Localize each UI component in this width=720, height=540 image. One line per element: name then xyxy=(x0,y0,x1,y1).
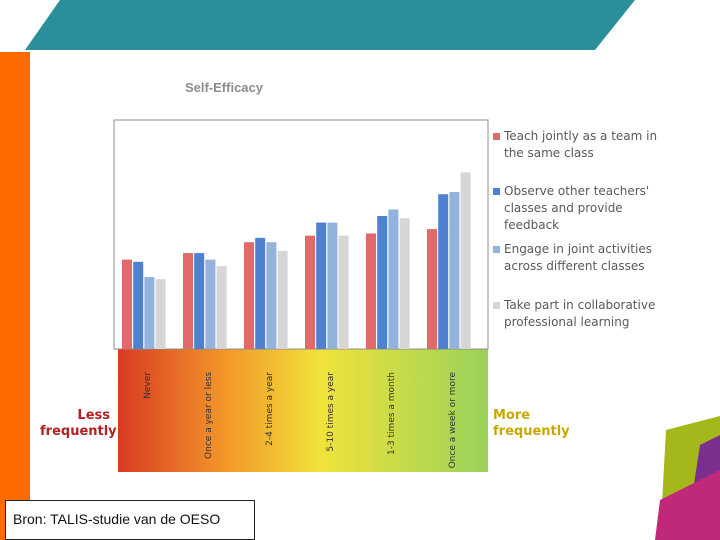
bar-4-4 xyxy=(338,235,349,349)
bar-1-6 xyxy=(427,229,437,349)
category-label-2: Once a year or less xyxy=(204,372,214,459)
legend-label: Observe other teachers' classes and prov… xyxy=(504,184,650,232)
legend-item-2: Observe other teachers' classes and prov… xyxy=(493,183,664,234)
bar-4-3 xyxy=(277,250,288,349)
bar-3-5 xyxy=(388,209,399,349)
bar-3-4 xyxy=(327,222,338,349)
legend-swatch xyxy=(493,246,500,253)
bar-3-2 xyxy=(205,259,216,349)
bar-1-3 xyxy=(244,242,254,349)
bar-2-1 xyxy=(133,261,144,349)
source-text: Bron: TALIS-studie van de OESO xyxy=(13,511,221,527)
bar-1-1 xyxy=(122,259,132,349)
bar-1-5 xyxy=(366,233,376,349)
bars xyxy=(122,172,471,349)
bar-2-3 xyxy=(255,237,266,349)
legend-item-4: Take part in collaborative professional … xyxy=(493,297,664,331)
bar-2-5 xyxy=(377,216,388,349)
bar-4-6 xyxy=(460,172,471,349)
legend-swatch xyxy=(493,302,500,309)
bar-3-3 xyxy=(266,242,277,349)
chart-title: Self-Efficacy xyxy=(184,80,264,95)
legend-label: Engage in joint activities across differ… xyxy=(504,242,652,273)
bar-3-1 xyxy=(144,277,155,349)
source-box: Bron: TALIS-studie van de OESO xyxy=(5,500,255,540)
category-label-3: 2-4 times a year xyxy=(265,372,275,446)
category-label-4: 5-10 times a year xyxy=(326,372,336,452)
bar-2-4 xyxy=(316,222,327,349)
legend-label: Teach jointly as a team in the same clas… xyxy=(504,129,658,160)
bar-4-2 xyxy=(216,266,227,349)
legend-label: Take part in collaborative professional … xyxy=(504,298,656,329)
magenta-corner-shape xyxy=(655,470,720,540)
legend-swatch xyxy=(493,133,500,140)
bar-4-1 xyxy=(155,279,166,349)
plot-frame xyxy=(113,119,489,350)
legend-item-1: Teach jointly as a team in the same clas… xyxy=(493,128,664,162)
bar-2-2 xyxy=(194,253,205,349)
orange-side-strip xyxy=(0,52,30,540)
more-frequently-label: More frequently xyxy=(493,408,570,439)
category-label-6: Once a week or more xyxy=(448,372,458,469)
bar-1-2 xyxy=(183,253,193,349)
bar-4-5 xyxy=(399,218,410,349)
category-label-5: 1-3 times a month xyxy=(387,372,397,455)
teal-header-shape xyxy=(25,0,635,50)
category-label-1: Never xyxy=(143,372,153,399)
bar-1-4 xyxy=(305,235,315,349)
category-axis-gradient xyxy=(118,349,488,472)
legend-swatch xyxy=(493,188,500,195)
category-labels: Never Once a year or less 2-4 times a year… xyxy=(143,372,458,469)
less-frequently-label: Less frequently xyxy=(40,408,117,439)
bar-3-6 xyxy=(449,192,460,349)
bar-2-6 xyxy=(438,194,449,349)
legend-item-3: Engage in joint activities across differ… xyxy=(493,241,664,275)
